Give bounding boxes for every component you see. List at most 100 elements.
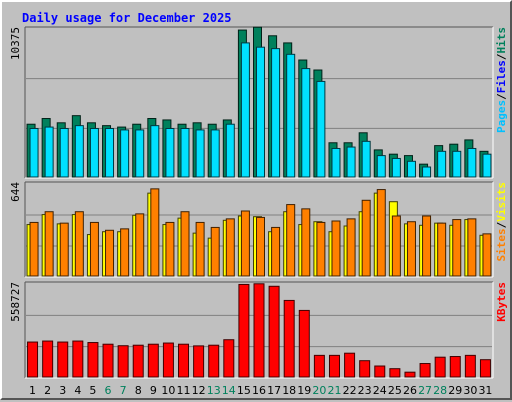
bar-files [120, 129, 130, 178]
bar-kbytes [42, 340, 54, 378]
x-tick-label: 10 [161, 384, 175, 397]
bar-files [29, 127, 39, 178]
bar-kbytes [298, 309, 310, 378]
bar-sites [89, 221, 99, 277]
bar-sites [120, 228, 130, 277]
y-max-label: 558727 [9, 282, 22, 322]
x-tick-label: 2 [44, 384, 51, 397]
bar-kbytes [313, 354, 325, 378]
bar-sites [376, 189, 386, 277]
bar-kbytes [57, 341, 69, 378]
bar-files [59, 127, 69, 178]
legend-entry: Hits [495, 27, 508, 54]
bar-files [195, 129, 205, 178]
x-tick-label: 15 [237, 384, 251, 397]
bar-sites [225, 218, 235, 277]
x-tick-label: 26 [403, 384, 417, 397]
x-tick-label: 14 [222, 384, 236, 397]
bar-kbytes [238, 283, 250, 378]
bar-kbytes [268, 285, 280, 378]
bar-kbytes [449, 356, 461, 378]
x-tick-label: 8 [135, 384, 142, 397]
legend-entry: / [495, 53, 508, 60]
bar-files [135, 129, 145, 178]
legend-hits_files: Pages/Files/Hits [495, 27, 508, 133]
bar-sites [240, 210, 250, 277]
legend-entry: Pages [495, 100, 508, 133]
bar-kbytes [162, 342, 174, 378]
x-tick-label: 25 [388, 384, 402, 397]
bar-files [437, 150, 447, 178]
bar-sites [331, 220, 341, 277]
bar-kbytes [253, 283, 265, 378]
bar-kbytes [464, 354, 476, 378]
bar-files [105, 127, 115, 178]
bar-files [256, 46, 265, 178]
bar-kbytes [72, 340, 84, 378]
x-tick-label: 29 [448, 384, 462, 397]
x-tick-label: 12 [192, 384, 206, 397]
x-tick-label: 18 [282, 384, 296, 397]
legend-entry: / [495, 93, 508, 100]
x-tick-label: 21 [327, 384, 341, 397]
bar-kbytes [208, 344, 220, 378]
bar-kbytes [193, 345, 205, 378]
bar-files [150, 125, 160, 178]
legend-entry: Files [495, 60, 508, 93]
bar-sites [150, 188, 160, 277]
x-tick-label: 11 [177, 384, 191, 397]
x-tick-label: 23 [358, 384, 372, 397]
bar-sites [74, 211, 84, 277]
bar-kbytes [359, 360, 371, 378]
bar-files [346, 146, 356, 178]
bar-kbytes [404, 371, 416, 378]
bar-kbytes [419, 363, 431, 378]
x-tick-label: 6 [105, 384, 112, 397]
bar-sites [44, 211, 54, 277]
y-max-label: 10375 [9, 27, 22, 60]
bar-kbytes [328, 354, 340, 378]
bar-sites [210, 226, 220, 277]
bar-files [482, 153, 492, 178]
bar-kbytes [102, 343, 114, 378]
bar-files [361, 140, 371, 178]
y-max-label: 644 [9, 182, 22, 202]
x-tick-label: 30 [463, 384, 477, 397]
bar-kbytes [374, 365, 386, 378]
bar-sites [271, 226, 281, 277]
bar-sites [135, 213, 145, 277]
x-tick-label: 20 [312, 384, 326, 397]
bar-sites [346, 218, 356, 277]
chart-title: Daily usage for December 2025 [22, 11, 232, 25]
bar-files [422, 166, 432, 178]
bar-sites [482, 233, 492, 277]
x-tick-label: 5 [89, 384, 96, 397]
bar-kbytes [147, 343, 159, 378]
bar-files [316, 80, 326, 178]
legend-entry: KBytes [495, 282, 508, 322]
bar-sites [437, 222, 447, 277]
bar-sites [165, 221, 175, 277]
x-tick-label: 19 [297, 384, 311, 397]
legend-entry: Sites [495, 228, 508, 261]
bar-sites [195, 221, 205, 277]
bar-sites [452, 219, 462, 277]
bar-sites [422, 215, 432, 277]
bar-sites [105, 229, 115, 277]
x-tick-label: 4 [74, 384, 81, 397]
bar-files [331, 147, 341, 178]
bar-sites [180, 211, 190, 277]
x-tick-label: 16 [252, 384, 266, 397]
bar-files [376, 155, 386, 178]
bar-kbytes [27, 341, 39, 378]
bar-files [44, 126, 54, 178]
bar-files [391, 157, 401, 178]
bar-sites [361, 199, 371, 277]
bar-kbytes [223, 339, 235, 378]
bar-sites [301, 208, 311, 277]
bar-files [225, 123, 235, 178]
bar-files [180, 127, 190, 178]
x-tick-label: 27 [418, 384, 432, 397]
bar-files [165, 127, 175, 178]
bar-files [467, 147, 477, 178]
